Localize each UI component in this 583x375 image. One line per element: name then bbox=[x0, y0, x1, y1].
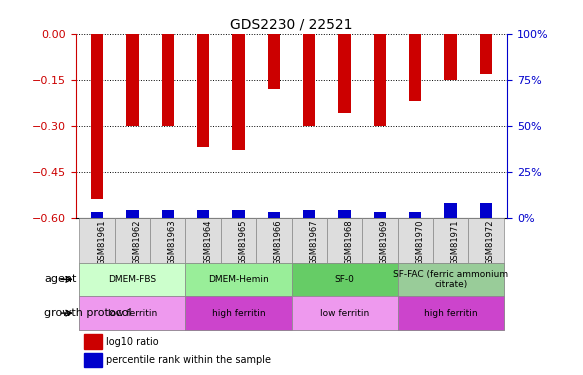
FancyBboxPatch shape bbox=[150, 217, 185, 262]
FancyBboxPatch shape bbox=[185, 296, 292, 330]
Bar bbox=[197, 210, 209, 218]
FancyBboxPatch shape bbox=[221, 217, 256, 262]
Text: GSM81972: GSM81972 bbox=[486, 220, 495, 265]
Text: GSM81961: GSM81961 bbox=[97, 220, 106, 265]
FancyBboxPatch shape bbox=[79, 217, 115, 262]
Text: log10 ratio: log10 ratio bbox=[106, 336, 159, 346]
Text: growth protocol: growth protocol bbox=[44, 308, 132, 318]
Bar bbox=[480, 34, 492, 74]
Bar bbox=[91, 34, 103, 199]
Bar bbox=[232, 34, 245, 150]
Bar bbox=[268, 212, 280, 217]
Bar bbox=[85, 352, 101, 367]
Text: SF-0: SF-0 bbox=[335, 275, 354, 284]
Bar bbox=[480, 203, 492, 217]
Text: DMEM-Hemin: DMEM-Hemin bbox=[208, 275, 269, 284]
FancyBboxPatch shape bbox=[398, 217, 433, 262]
Text: agent: agent bbox=[44, 274, 76, 284]
FancyBboxPatch shape bbox=[362, 217, 398, 262]
Text: GSM81963: GSM81963 bbox=[168, 220, 177, 266]
Bar bbox=[374, 34, 386, 126]
Text: GSM81970: GSM81970 bbox=[415, 220, 424, 265]
FancyBboxPatch shape bbox=[468, 217, 504, 262]
Text: low ferritin: low ferritin bbox=[320, 309, 369, 318]
Bar bbox=[338, 34, 351, 113]
FancyBboxPatch shape bbox=[79, 296, 504, 330]
Text: GSM81968: GSM81968 bbox=[345, 220, 353, 266]
Bar bbox=[409, 34, 422, 101]
Text: GSM81966: GSM81966 bbox=[274, 220, 283, 266]
Bar bbox=[161, 210, 174, 218]
Text: DMEM-FBS: DMEM-FBS bbox=[108, 275, 156, 284]
FancyBboxPatch shape bbox=[398, 262, 504, 296]
Bar bbox=[126, 34, 139, 126]
FancyBboxPatch shape bbox=[185, 217, 221, 262]
FancyBboxPatch shape bbox=[79, 262, 185, 296]
Bar bbox=[91, 212, 103, 217]
Bar bbox=[161, 34, 174, 126]
Bar bbox=[374, 212, 386, 217]
Bar bbox=[303, 34, 315, 126]
Text: high ferritin: high ferritin bbox=[212, 309, 265, 318]
FancyBboxPatch shape bbox=[79, 262, 504, 296]
Bar bbox=[197, 34, 209, 147]
Text: GSM81967: GSM81967 bbox=[309, 220, 318, 266]
FancyBboxPatch shape bbox=[79, 296, 185, 330]
Bar bbox=[444, 34, 457, 80]
Text: low ferritin: low ferritin bbox=[108, 309, 157, 318]
FancyBboxPatch shape bbox=[256, 217, 292, 262]
Text: GSM81965: GSM81965 bbox=[238, 220, 247, 265]
Text: GSM81962: GSM81962 bbox=[132, 220, 141, 265]
Text: GSM81971: GSM81971 bbox=[451, 220, 459, 265]
Bar bbox=[409, 212, 422, 217]
FancyBboxPatch shape bbox=[398, 296, 504, 330]
Text: SF-FAC (ferric ammonium
citrate): SF-FAC (ferric ammonium citrate) bbox=[393, 270, 508, 289]
Bar bbox=[232, 210, 245, 218]
Bar bbox=[338, 210, 351, 218]
Bar bbox=[126, 210, 139, 218]
Bar bbox=[268, 34, 280, 89]
FancyBboxPatch shape bbox=[292, 217, 327, 262]
Text: GSM81969: GSM81969 bbox=[380, 220, 389, 265]
Bar bbox=[85, 334, 101, 349]
FancyBboxPatch shape bbox=[433, 217, 468, 262]
FancyBboxPatch shape bbox=[185, 262, 292, 296]
Text: percentile rank within the sample: percentile rank within the sample bbox=[106, 355, 271, 365]
Title: GDS2230 / 22521: GDS2230 / 22521 bbox=[230, 17, 353, 31]
Bar bbox=[303, 210, 315, 218]
FancyBboxPatch shape bbox=[115, 217, 150, 262]
Text: GSM81964: GSM81964 bbox=[203, 220, 212, 265]
Text: high ferritin: high ferritin bbox=[424, 309, 477, 318]
FancyBboxPatch shape bbox=[327, 217, 362, 262]
Bar bbox=[444, 203, 457, 217]
FancyBboxPatch shape bbox=[292, 296, 398, 330]
FancyBboxPatch shape bbox=[292, 262, 398, 296]
